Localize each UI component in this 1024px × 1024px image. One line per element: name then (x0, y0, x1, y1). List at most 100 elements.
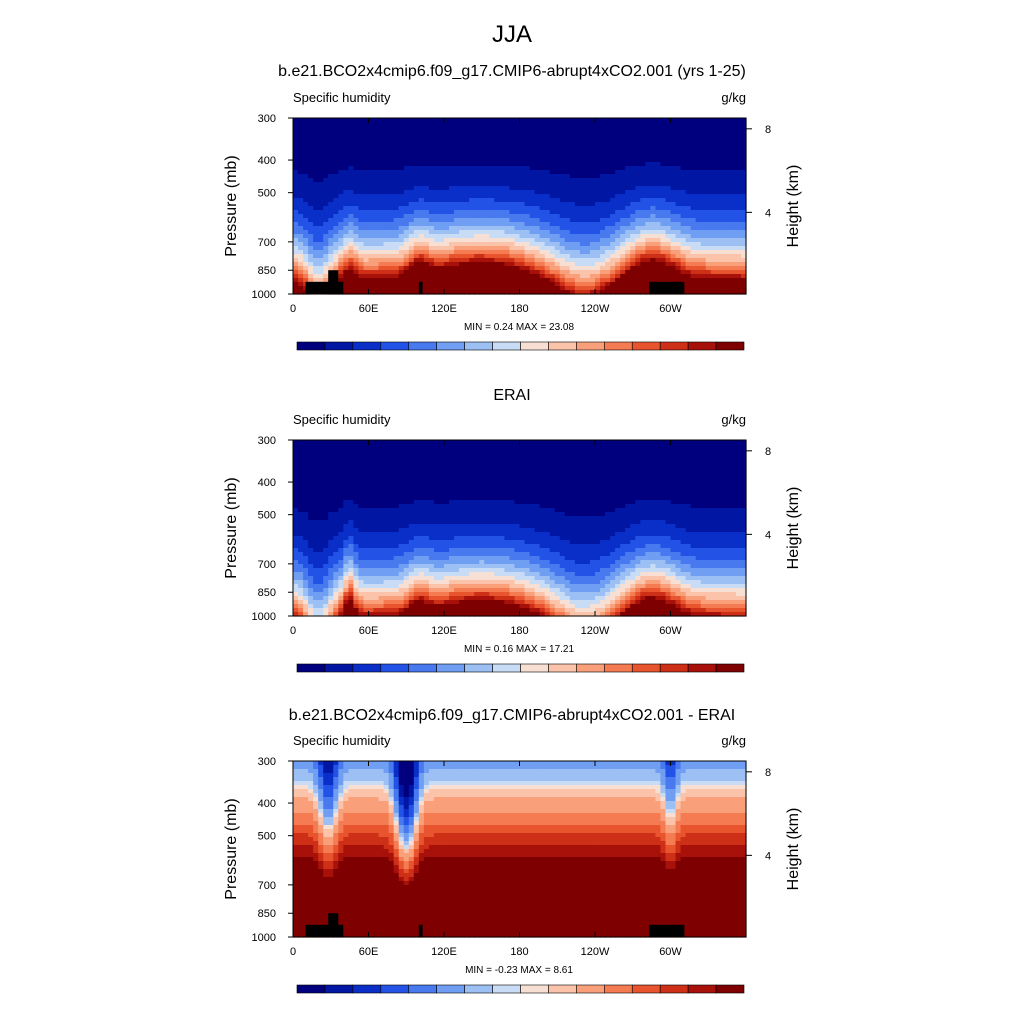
field-cell (514, 456, 521, 461)
field-cell (293, 130, 299, 135)
field-cell (600, 472, 606, 477)
field-cell (328, 210, 334, 215)
field-cell (675, 464, 682, 469)
field-cell (298, 134, 304, 139)
field-cell (635, 218, 641, 223)
field-cell (715, 222, 722, 227)
field-cell (554, 452, 561, 457)
field-cell (650, 150, 656, 155)
field-cell (298, 456, 304, 461)
field-cell (524, 182, 531, 187)
field-cell (413, 468, 420, 473)
field-cell (665, 278, 672, 283)
field-cell (569, 186, 576, 191)
field-cell (600, 448, 606, 453)
field-cell (353, 130, 360, 135)
field-cell (685, 254, 692, 259)
field-cell (484, 250, 490, 255)
field-cell (579, 150, 586, 155)
field-cell (685, 218, 692, 223)
field-cell (494, 190, 500, 195)
field-cell (408, 234, 415, 239)
field-cell (433, 266, 440, 271)
field-cell (680, 162, 687, 167)
field-cell (363, 234, 370, 239)
field-cell (675, 158, 682, 163)
field-cell (509, 170, 516, 175)
field-cell (740, 238, 747, 243)
field-cell (484, 194, 490, 199)
field-cell (363, 286, 370, 291)
field-cell (464, 476, 470, 481)
field-cell (418, 242, 425, 247)
field-cell (343, 246, 349, 251)
field-cell (459, 186, 465, 191)
field-cell (489, 226, 495, 231)
field-cell (509, 226, 516, 231)
field-cell (524, 214, 531, 219)
field-cell (348, 258, 354, 263)
field-cell (343, 468, 349, 473)
field-cell (665, 158, 672, 163)
field-cell (725, 186, 732, 191)
field-cell (564, 162, 571, 167)
field-cell (418, 278, 425, 283)
field-cell (564, 270, 571, 275)
field-cell (620, 166, 626, 171)
field-cell (690, 206, 697, 211)
field-cell (423, 238, 430, 243)
field-cell (378, 254, 385, 259)
field-cell (544, 178, 551, 183)
field-cell (393, 464, 400, 469)
field-cell (313, 186, 319, 191)
field-cell (358, 146, 365, 151)
field-cell (433, 286, 440, 291)
field-cell (333, 254, 339, 259)
field-cell (715, 206, 722, 211)
field-cell (343, 126, 349, 131)
field-cell (544, 190, 551, 195)
field-cell (534, 174, 541, 179)
field-cell (353, 262, 360, 267)
field-cell (569, 194, 576, 199)
field-cell (595, 258, 601, 263)
field-cell (398, 254, 405, 259)
field-cell (343, 278, 349, 283)
field-cell (740, 258, 747, 263)
field-cell (373, 158, 380, 163)
field-cell (363, 146, 370, 151)
field-cell (449, 158, 455, 163)
field-cell (464, 226, 470, 231)
field-cell (308, 258, 314, 263)
field-cell (363, 134, 370, 139)
field-cell (579, 238, 586, 243)
field-cell (670, 186, 677, 191)
field-cell (338, 174, 344, 179)
field-cell (333, 150, 339, 155)
field-cell (418, 218, 425, 223)
field-cell (640, 138, 646, 143)
field-cell (605, 178, 611, 183)
field-cell (670, 448, 677, 453)
field-cell (675, 262, 682, 267)
field-cell (650, 250, 656, 255)
field-cell (740, 286, 747, 291)
field-cell (479, 218, 485, 223)
field-cell (630, 246, 636, 251)
field-cell (504, 202, 511, 207)
field-cell (564, 286, 571, 291)
field-cell (308, 448, 314, 453)
field-cell (489, 218, 495, 223)
field-cell (428, 278, 435, 283)
field-cell (660, 162, 667, 167)
field-cell (584, 258, 591, 263)
field-cell (489, 266, 495, 271)
field-cell (303, 226, 309, 231)
field-cell (740, 182, 747, 187)
field-cell (680, 258, 687, 263)
field-cell (524, 238, 531, 243)
field-cell (665, 210, 672, 215)
field-cell (368, 250, 375, 255)
field-cell (690, 218, 697, 223)
field-cell (650, 452, 656, 457)
